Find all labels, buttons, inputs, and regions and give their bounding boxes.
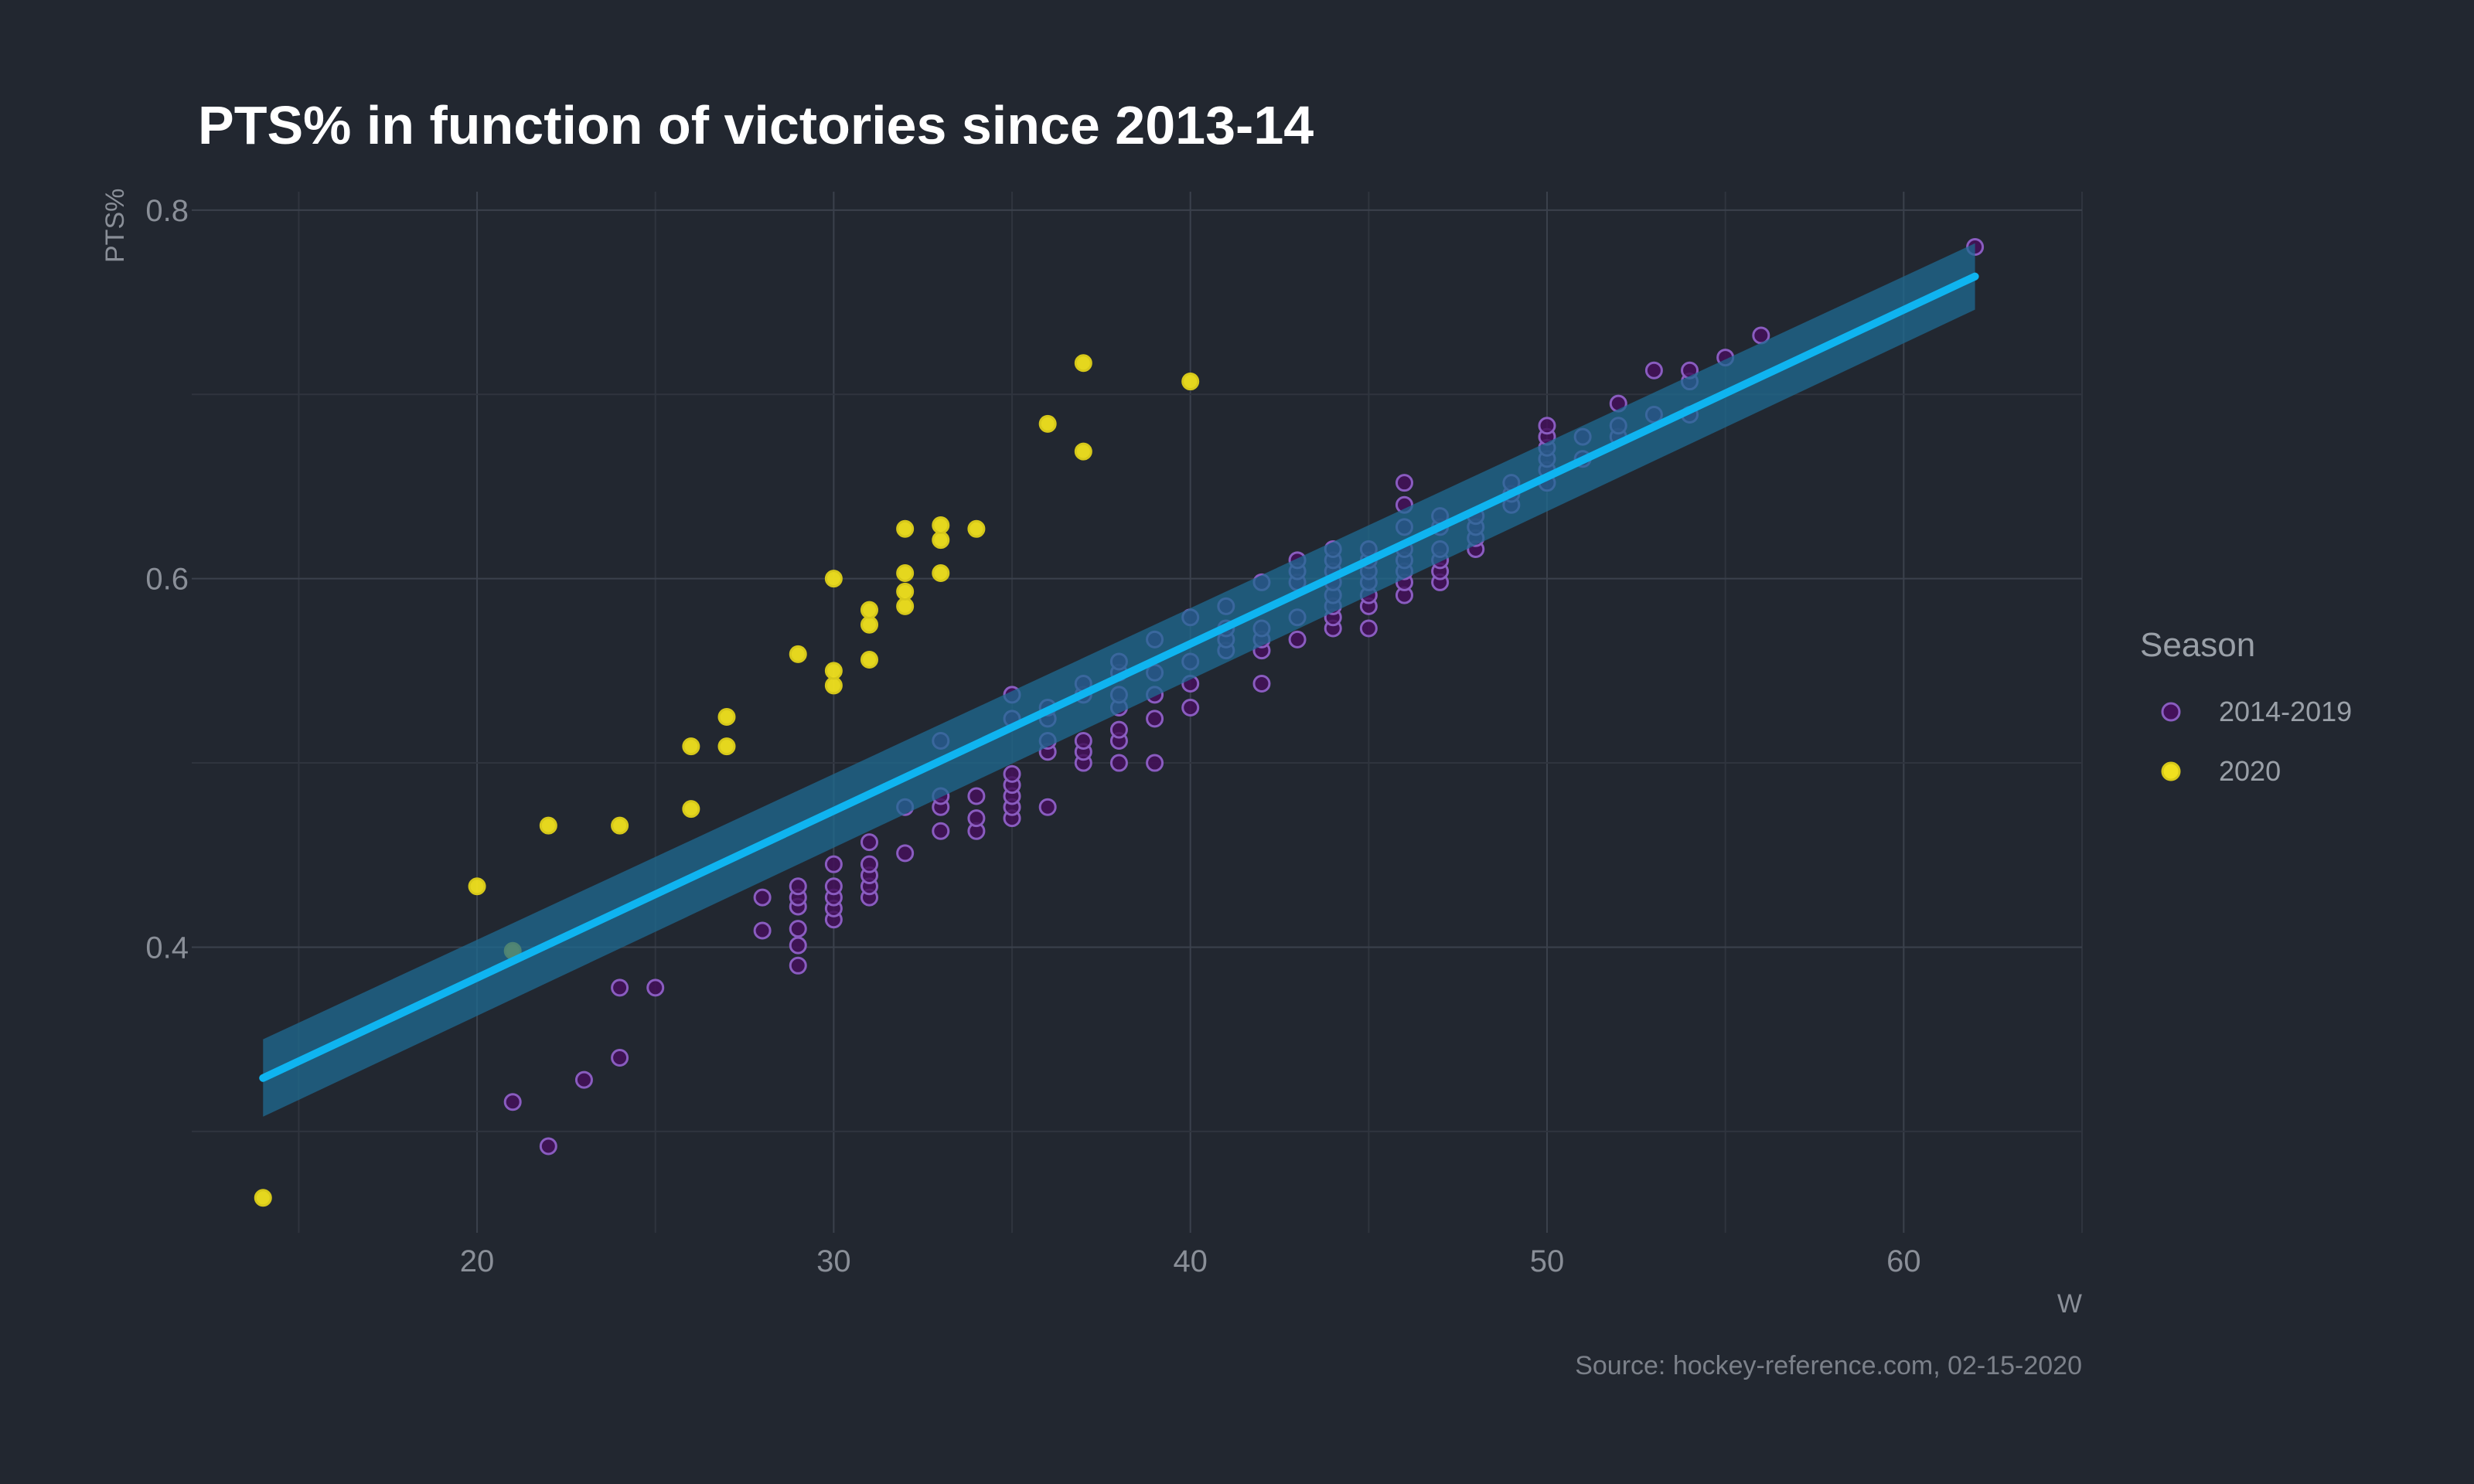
point-2014-2019 — [1074, 731, 1092, 750]
point-2020 — [1038, 414, 1057, 433]
point-2014-2019 — [503, 1093, 522, 1111]
point-2020 — [682, 800, 700, 819]
x-tick-label: 40 — [1173, 1244, 1208, 1278]
point-2020 — [682, 737, 700, 756]
y-axis-label: PTS% — [101, 189, 130, 263]
point-2020 — [824, 676, 843, 695]
point-2020 — [789, 645, 807, 663]
legend: Season 2014-2019 2020 — [2140, 626, 2352, 787]
point-2020 — [717, 707, 736, 726]
point-2020 — [967, 519, 986, 538]
point-2014-2019 — [1109, 720, 1128, 739]
legend-label-2020: 2020 — [2219, 755, 2281, 787]
x-tick-label: 20 — [460, 1244, 495, 1278]
x-tick-label: 60 — [1886, 1244, 1921, 1278]
point-2014-2019 — [1181, 699, 1200, 717]
point-2020 — [896, 582, 915, 601]
y-tick-label: 0.6 — [145, 563, 189, 597]
x-tick-label: 30 — [816, 1244, 851, 1278]
point-2020 — [1074, 442, 1092, 461]
point-2020 — [611, 816, 629, 835]
y-tick-labels: 0.4 0.6 0.8 — [145, 194, 189, 965]
point-2020 — [1074, 354, 1092, 373]
point-2014-2019 — [753, 888, 772, 907]
point-2020 — [932, 564, 950, 583]
point-2014-2019 — [967, 787, 986, 805]
fit-line — [259, 272, 1979, 1082]
point-2014-2019 — [1644, 361, 1663, 380]
point-2014-2019 — [1109, 754, 1128, 772]
y-tick-label: 0.8 — [145, 194, 189, 228]
point-2014-2019 — [1038, 798, 1057, 816]
point-2020 — [860, 615, 879, 634]
point-2020 — [717, 737, 736, 756]
point-2014-2019 — [896, 844, 915, 863]
point-2014-2019 — [860, 855, 879, 873]
point-2014-2019 — [789, 956, 807, 975]
point-2014-2019 — [824, 855, 843, 873]
legend-key-2020 — [2161, 761, 2181, 781]
y-tick-label: 0.4 — [145, 931, 189, 965]
point-2014-2019 — [611, 979, 629, 997]
point-2020 — [896, 519, 915, 538]
fit-line-layer — [259, 272, 1979, 1082]
legend-title: Season — [2140, 626, 2255, 664]
point-2014-2019 — [574, 1070, 593, 1089]
point-2014-2019 — [1538, 417, 1556, 435]
point-2014-2019 — [1288, 630, 1307, 648]
point-2020 — [824, 662, 843, 680]
point-2014-2019 — [1146, 710, 1164, 728]
point-2020 — [896, 597, 915, 615]
point-2014-2019 — [1003, 764, 1021, 783]
point-2020 — [896, 564, 915, 583]
point-2014-2019 — [824, 877, 843, 896]
point-2020 — [1181, 373, 1200, 391]
point-2014-2019 — [789, 920, 807, 938]
legend-label-2014-2019: 2014-2019 — [2219, 696, 2352, 727]
point-2020 — [860, 651, 879, 669]
point-2020 — [932, 516, 950, 535]
point-2014-2019 — [789, 936, 807, 955]
x-axis-label: W — [2057, 1289, 2082, 1319]
point-2014-2019 — [753, 921, 772, 940]
point-2014-2019 — [646, 979, 665, 997]
point-2014-2019 — [1359, 619, 1378, 638]
point-2014-2019 — [932, 822, 950, 840]
source-caption: Source: hockey-reference.com, 02-15-2020 — [1575, 1351, 2082, 1380]
chart-title: PTS% in function of victories since 2013… — [198, 95, 1314, 155]
point-2014-2019 — [860, 833, 879, 852]
point-2020 — [860, 601, 879, 619]
point-2020 — [468, 877, 486, 896]
point-2014-2019 — [611, 1049, 629, 1067]
point-2020 — [254, 1189, 272, 1207]
point-2014-2019 — [539, 1137, 557, 1156]
x-tick-labels: 20 30 40 50 60 — [460, 1244, 1921, 1278]
x-tick-label: 50 — [1530, 1244, 1565, 1278]
point-2020 — [932, 531, 950, 550]
point-2014-2019 — [1395, 474, 1413, 492]
point-2014-2019 — [789, 877, 807, 896]
legend-key-2014-2019 — [2161, 702, 2181, 722]
point-2020 — [824, 570, 843, 588]
point-2014-2019 — [1146, 754, 1164, 772]
point-2014-2019 — [1252, 675, 1271, 693]
point-2020 — [539, 816, 557, 835]
point-2014-2019 — [967, 809, 986, 828]
